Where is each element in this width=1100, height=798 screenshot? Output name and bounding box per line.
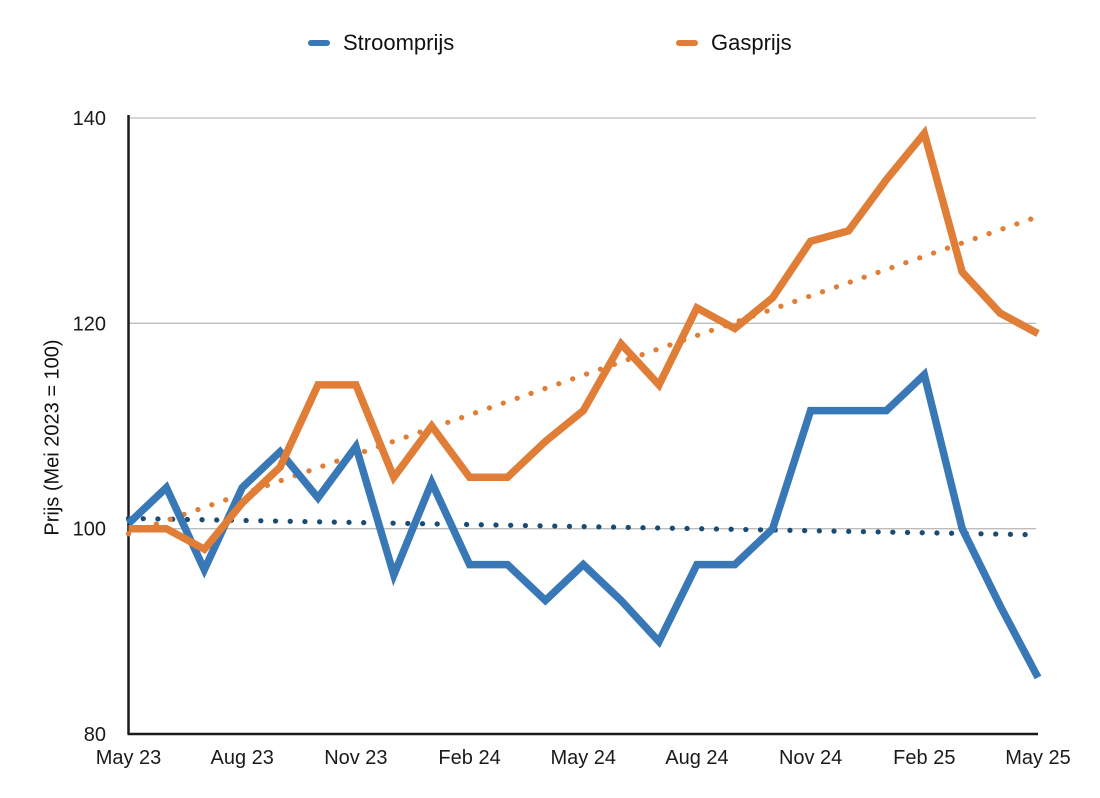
x-tick-label: May 25	[1005, 747, 1071, 769]
x-tick-label: Aug 23	[210, 747, 273, 769]
x-tick-label: Aug 24	[665, 747, 728, 769]
x-tick-label: Feb 25	[893, 747, 955, 769]
x-tick-label: Nov 24	[779, 747, 842, 769]
y-tick-label: 80	[84, 724, 106, 746]
y-tick-label: 120	[73, 313, 106, 335]
y-tick-label: 140	[73, 108, 106, 130]
x-tick-label: Nov 23	[324, 747, 387, 769]
trend-line-stroomprijs	[125, 515, 1041, 538]
y-tick-label: 100	[73, 519, 106, 541]
x-tick-label: May 23	[96, 747, 162, 769]
x-tick-label: May 24	[550, 747, 616, 769]
trend-line-gasprijs	[125, 213, 1041, 537]
y-axis-title: Prijs (Mei 2023 = 100)	[41, 339, 64, 536]
series-line-stroomprijs	[125, 367, 1042, 680]
x-tick-label: Feb 24	[438, 747, 500, 769]
series-line-gasprijs	[128, 125, 1040, 554]
